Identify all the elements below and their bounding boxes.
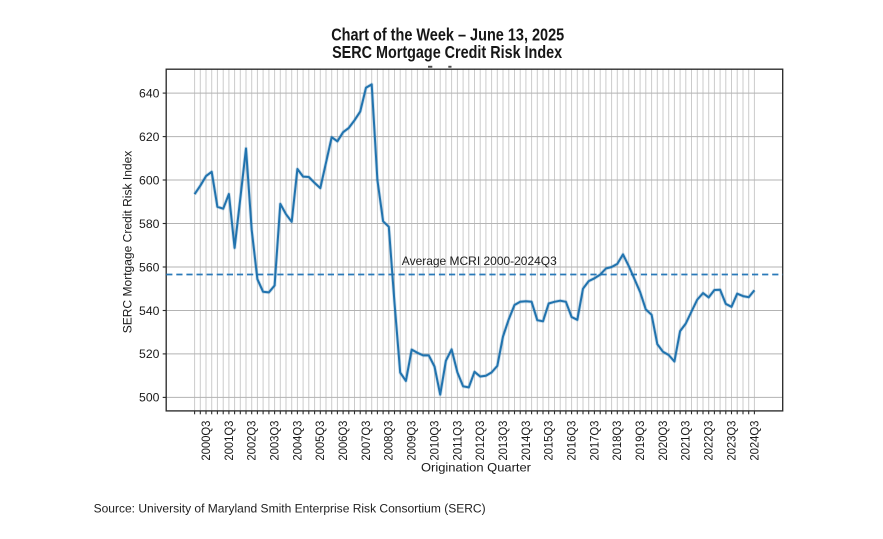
svg-text:Average MCRI 2000-2024Q3: Average MCRI 2000-2024Q3: [402, 254, 557, 268]
svg-text:640: 640: [139, 86, 160, 100]
svg-text:Chart of the Week – June 13, 2: Chart of the Week – June 13, 2025: [331, 24, 564, 44]
svg-text:2019Q3: 2019Q3: [633, 420, 647, 460]
svg-text:2014Q3: 2014Q3: [519, 420, 533, 460]
svg-text:2012Q3: 2012Q3: [473, 420, 487, 460]
svg-text:560: 560: [139, 260, 160, 274]
svg-text:2017Q3: 2017Q3: [587, 420, 601, 460]
svg-text:2005Q3: 2005Q3: [313, 420, 327, 460]
svg-text:2009Q3: 2009Q3: [405, 420, 419, 460]
svg-text:2006Q3: 2006Q3: [336, 420, 350, 460]
svg-text:2007Q3: 2007Q3: [359, 420, 373, 460]
svg-text:540: 540: [139, 304, 160, 318]
svg-text:2003Q3: 2003Q3: [268, 420, 282, 460]
svg-text:2022Q3: 2022Q3: [702, 420, 716, 460]
svg-text:620: 620: [139, 130, 160, 144]
svg-text:520: 520: [139, 347, 160, 361]
svg-text:2016Q3: 2016Q3: [565, 420, 579, 460]
svg-text:2000Q3: 2000Q3: [199, 420, 213, 460]
svg-text:2020Q3: 2020Q3: [656, 420, 670, 460]
svg-text:2021Q3: 2021Q3: [679, 420, 693, 460]
svg-text:2010Q3: 2010Q3: [427, 420, 441, 460]
svg-text:2023Q3: 2023Q3: [724, 420, 738, 460]
svg-text:2018Q3: 2018Q3: [610, 420, 624, 460]
svg-text:2004Q3: 2004Q3: [290, 420, 304, 460]
svg-text:2015Q3: 2015Q3: [542, 420, 556, 460]
svg-text:SERC Mortgage Credit Risk Inde: SERC Mortgage Credit Risk Index: [332, 42, 562, 62]
svg-text:2024Q3: 2024Q3: [747, 420, 761, 460]
svg-text:Origination Quarter: Origination Quarter: [421, 460, 531, 474]
svg-text:Source: University of Maryland: Source: University of Maryland Smith Ent…: [94, 501, 486, 515]
svg-text:600: 600: [139, 173, 160, 187]
svg-text:2002Q3: 2002Q3: [245, 420, 259, 460]
svg-text:2011Q3: 2011Q3: [450, 420, 464, 460]
svg-text:580: 580: [139, 217, 160, 231]
svg-text:2001Q3: 2001Q3: [222, 420, 236, 460]
svg-text:2013Q3: 2013Q3: [496, 420, 510, 460]
svg-text:500: 500: [139, 391, 160, 405]
svg-text:2008Q3: 2008Q3: [382, 420, 396, 460]
svg-text:SERC Mortgage Credit Risk Inde: SERC Mortgage Credit Risk Index: [121, 150, 135, 333]
